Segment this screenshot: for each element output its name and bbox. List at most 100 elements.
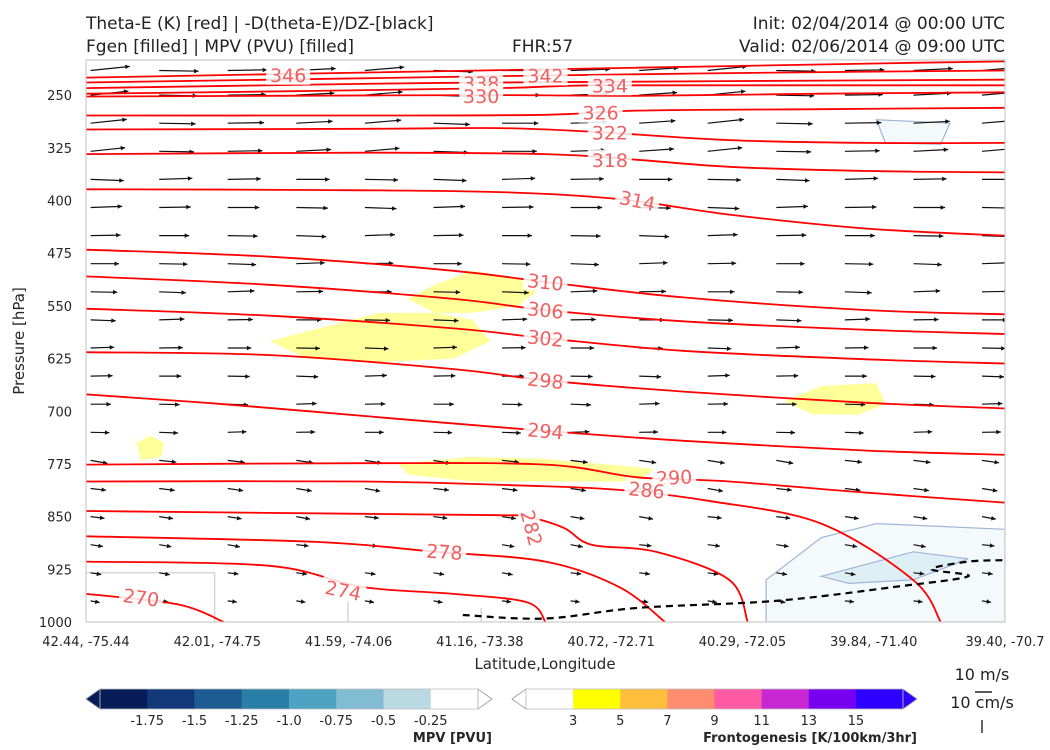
colorbar-swatch bbox=[855, 689, 904, 709]
colorbar-swatch bbox=[573, 689, 621, 709]
wind-vector-head bbox=[583, 459, 588, 465]
wind-vector-head bbox=[870, 233, 875, 238]
wind-vector-shaft bbox=[296, 92, 335, 96]
theta-e-label-342: 342 bbox=[527, 65, 563, 87]
contour-label-bg bbox=[578, 102, 623, 123]
wind-vector-head bbox=[179, 316, 185, 322]
contour-label-bg bbox=[523, 65, 568, 86]
wind-vector-head bbox=[522, 316, 528, 322]
wind-vector-shaft bbox=[776, 291, 804, 293]
wind-vector-shaft bbox=[501, 263, 531, 265]
contour-label-bg bbox=[421, 540, 468, 564]
wind-vector-head bbox=[849, 599, 854, 604]
wind-vector-head bbox=[864, 345, 869, 350]
wind-vector-head bbox=[532, 149, 537, 154]
fgen-fill-region bbox=[269, 312, 491, 363]
wind-vector-head bbox=[171, 459, 177, 464]
wind-vector-head bbox=[173, 430, 178, 436]
wind-vector-head bbox=[444, 487, 449, 492]
wind-vector-shaft bbox=[844, 69, 885, 72]
wind-vector-head bbox=[739, 117, 744, 123]
wind-vector-head bbox=[1006, 261, 1011, 266]
wind-vector-head bbox=[106, 402, 111, 407]
y-axis-label: Pressure [hPa] bbox=[10, 287, 28, 395]
wind-vector-head bbox=[875, 148, 880, 154]
wind-vector-head bbox=[104, 430, 110, 435]
wind-vector-head bbox=[917, 599, 923, 604]
wind-vector-head bbox=[168, 515, 173, 521]
theta-e-label-306: 306 bbox=[526, 298, 564, 324]
colorbar-swatch bbox=[667, 689, 715, 709]
wind-vector-head bbox=[996, 429, 1001, 435]
theta-e-label-286: 286 bbox=[627, 478, 665, 504]
wind-vector-head bbox=[258, 148, 263, 154]
wind-vector-head bbox=[300, 599, 306, 604]
colorbar-tick-label: -1.0 bbox=[276, 714, 301, 729]
colorbar-tick-label: 9 bbox=[710, 714, 718, 729]
wind-vector-shaft bbox=[981, 235, 1005, 238]
wind-vector-head bbox=[329, 91, 335, 96]
wind-vector-shaft bbox=[159, 122, 196, 125]
theta-e-contour-270 bbox=[86, 593, 225, 622]
colorbar-tick-label: 3 bbox=[569, 714, 577, 729]
wind-vector-shaft bbox=[776, 94, 815, 97]
wind-vector-head bbox=[596, 233, 601, 239]
colorbar-swatch bbox=[383, 689, 432, 709]
wind-vector-shaft bbox=[570, 263, 600, 266]
wind-vector-head bbox=[937, 262, 942, 267]
wind-vector-head bbox=[442, 515, 448, 520]
wind-vector-head bbox=[96, 571, 102, 577]
wind-vector-head bbox=[369, 599, 374, 604]
wind-vector-head bbox=[1017, 65, 1022, 70]
wind-vector-shaft bbox=[844, 177, 879, 180]
wind-vector-shaft bbox=[776, 234, 807, 237]
contour-label-bg bbox=[522, 325, 569, 351]
wind-vector-head bbox=[117, 204, 123, 209]
wind-vector-shaft bbox=[776, 205, 808, 209]
wind-vector-head bbox=[736, 177, 741, 183]
wind-vector-head bbox=[986, 599, 992, 604]
wind-vector-head bbox=[183, 261, 188, 267]
wind-vector-head bbox=[242, 429, 247, 435]
theta-e-contour-286 bbox=[86, 480, 942, 622]
wind-vector-shaft bbox=[90, 65, 130, 72]
wind-vector-head bbox=[723, 401, 729, 407]
wind-vector-head bbox=[922, 515, 928, 521]
wind-vector-head bbox=[305, 516, 311, 521]
y-tick-label: 1000 bbox=[39, 616, 72, 631]
theta-e-contour-334 bbox=[86, 84, 1005, 95]
wind-vector-head bbox=[798, 289, 804, 295]
wind-vector-head bbox=[326, 147, 332, 152]
wind-vector-shaft bbox=[433, 234, 464, 237]
wind-vector-head bbox=[725, 373, 730, 378]
wind-vector-shaft bbox=[776, 150, 812, 153]
wind-vector-head bbox=[1008, 234, 1013, 239]
theta-e-contour-314 bbox=[86, 188, 1005, 237]
wind-vector-shaft bbox=[296, 206, 328, 209]
wind-vector-head bbox=[588, 374, 593, 379]
wind-vector-head bbox=[581, 487, 586, 493]
theta-e-contour-274 bbox=[86, 560, 547, 622]
wind-vector-shaft bbox=[981, 262, 1005, 265]
theta-e-label-330: 330 bbox=[463, 86, 499, 108]
header-init: Init: 02/04/2014 @ 00:00 UTC bbox=[752, 14, 1005, 34]
wind-vector-shaft bbox=[981, 206, 1005, 209]
colorbar-swatch bbox=[147, 689, 195, 709]
wind-vector-head bbox=[865, 316, 871, 322]
y-tick-label: 400 bbox=[47, 195, 72, 210]
contour-label-bg bbox=[587, 122, 632, 143]
colorbar-swatch bbox=[289, 689, 337, 709]
wind-vector-shaft bbox=[913, 148, 949, 152]
wind-vector-head bbox=[731, 261, 737, 266]
wind-vector-shaft bbox=[159, 206, 191, 209]
contour-label-bg bbox=[522, 368, 569, 393]
wind-vector-shaft bbox=[296, 120, 333, 124]
wind-vector-head bbox=[262, 67, 268, 73]
wind-vector-head bbox=[114, 261, 119, 266]
wind-vector-head bbox=[919, 571, 925, 576]
colorbar-swatch bbox=[430, 689, 479, 709]
wind-vector-head bbox=[806, 149, 812, 155]
wind-vector-head bbox=[525, 261, 531, 267]
wind-vector-shaft bbox=[296, 235, 327, 238]
